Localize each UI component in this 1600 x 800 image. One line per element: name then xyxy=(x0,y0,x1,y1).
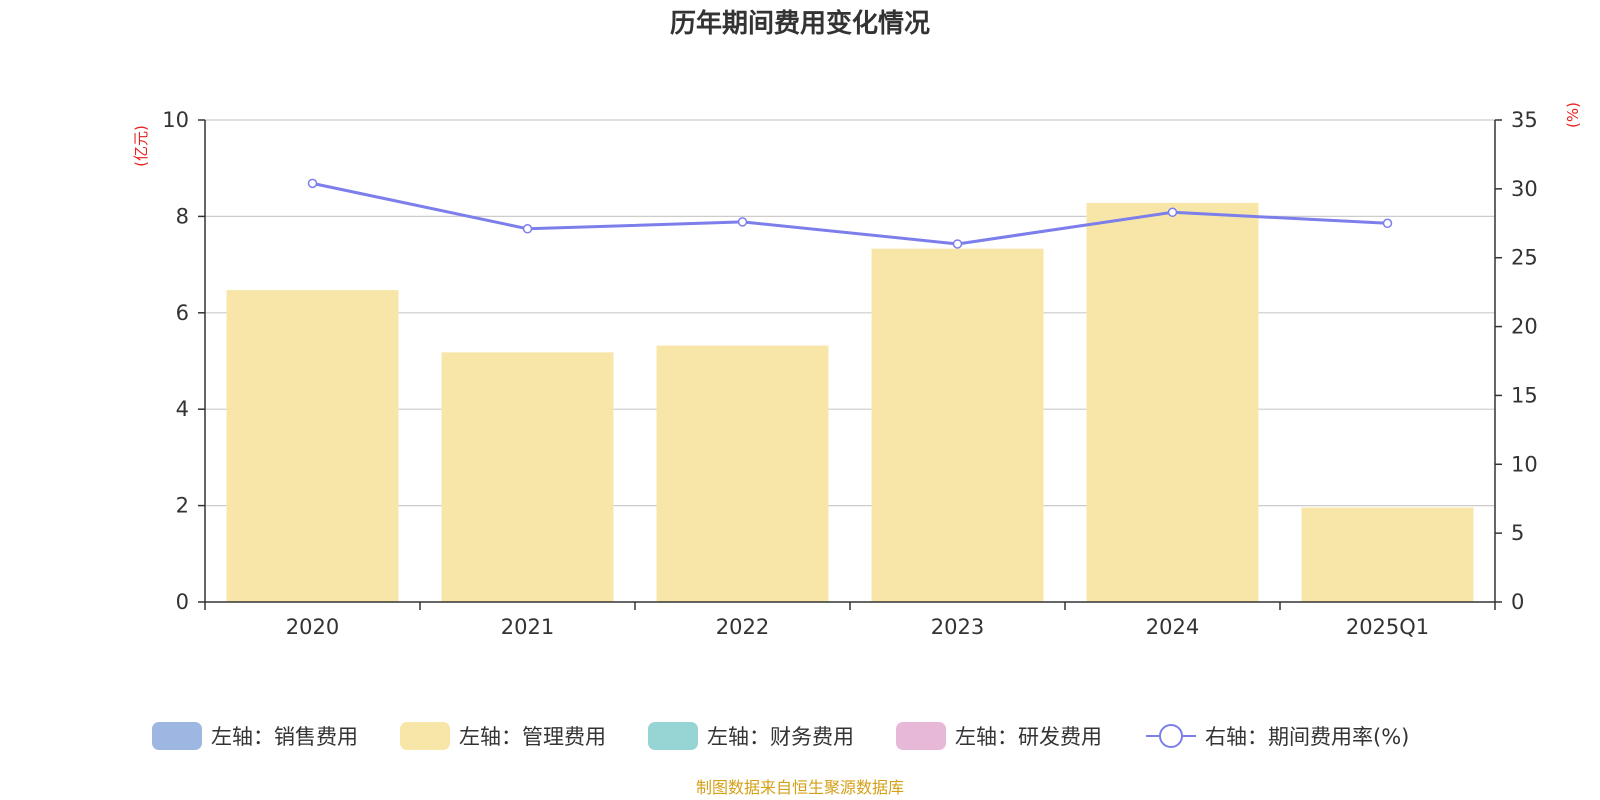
bar xyxy=(226,290,399,602)
bar xyxy=(1086,202,1259,603)
legend-label: 左轴：研发费用 xyxy=(955,725,1102,749)
rate-line xyxy=(307,178,1393,249)
legend-label: 右轴：期间费用率(%) xyxy=(1205,725,1409,749)
bar xyxy=(441,352,614,602)
legend-swatch xyxy=(152,722,202,750)
left-tick-label: 10 xyxy=(162,108,189,132)
x-tick-label: 2021 xyxy=(501,615,554,639)
rate-point xyxy=(737,217,748,227)
rate-line-path xyxy=(312,181,1388,246)
left-tick-label: 0 xyxy=(176,590,189,614)
rate-point xyxy=(952,239,963,249)
chart-title: 历年期间费用变化情况 xyxy=(670,8,930,39)
bars xyxy=(226,202,1474,603)
x-tick-label: 2025Q1 xyxy=(1346,615,1429,639)
right-tick-label: 35 xyxy=(1511,108,1538,132)
bar xyxy=(656,345,829,602)
bar xyxy=(1301,507,1474,602)
legend-swatch xyxy=(648,722,698,750)
rate-point xyxy=(1382,218,1393,229)
right-tick-label: 20 xyxy=(1511,315,1538,339)
right-tick-label: 15 xyxy=(1511,383,1538,407)
legend: 左轴：销售费用 左轴：管理费用 左轴：财务费用 左轴：研发费用 右轴：期间费用率(%) xyxy=(152,722,1409,750)
left-axis-unit: (亿元) xyxy=(132,125,150,167)
right-axis-unit: (%) xyxy=(1564,102,1582,128)
right-tick-label: 0 xyxy=(1511,590,1524,614)
right-tick-label: 5 xyxy=(1511,521,1524,545)
right-tick-label: 25 xyxy=(1511,246,1538,270)
legend-label: 左轴：销售费用 xyxy=(211,725,358,749)
bar xyxy=(871,248,1044,602)
legend-label: 左轴：管理费用 xyxy=(459,725,606,749)
rate-point xyxy=(1167,207,1178,218)
axes: 0 2 4 6 8 10 0 5 10 15 20 25 30 35 2020 2021 2022 2023 202… xyxy=(162,108,1537,639)
right-tick-label: 30 xyxy=(1511,177,1538,201)
left-tick-label: 8 xyxy=(176,204,189,228)
x-tick-label: 2022 xyxy=(716,615,769,639)
left-tick-label: 4 xyxy=(176,397,189,421)
rate-point xyxy=(307,178,318,189)
legend-swatch xyxy=(896,722,946,750)
x-tick-label: 2024 xyxy=(1146,615,1199,639)
legend-swatch xyxy=(400,722,450,750)
left-tick-label: 2 xyxy=(176,494,189,518)
legend-marker xyxy=(1159,724,1183,748)
legend-label: 左轴：财务费用 xyxy=(707,725,854,749)
right-tick-label: 10 xyxy=(1511,452,1538,476)
x-tick-label: 2023 xyxy=(931,615,984,639)
source-note: 制图数据来自恒生聚源数据库 xyxy=(696,778,904,797)
rate-point xyxy=(522,224,533,234)
x-tick-label: 2020 xyxy=(286,615,339,639)
left-tick-label: 6 xyxy=(176,301,189,325)
